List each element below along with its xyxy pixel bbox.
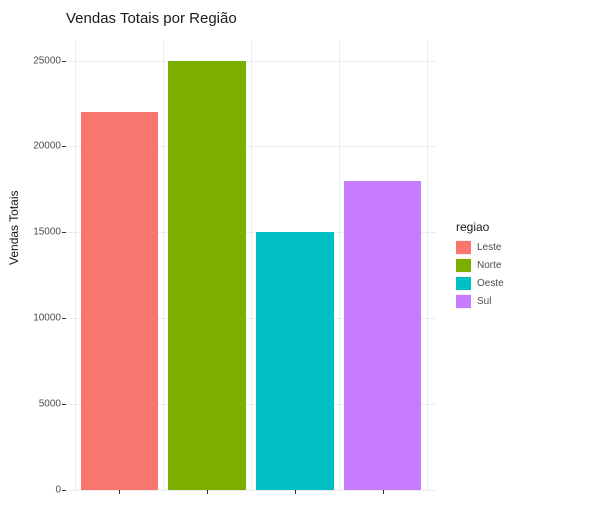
legend-item: Leste bbox=[456, 240, 504, 255]
legend-swatch bbox=[456, 241, 471, 254]
y-tick-mark bbox=[62, 490, 66, 491]
legend-key bbox=[456, 276, 471, 291]
y-tick-mark bbox=[62, 404, 66, 405]
gridline-h bbox=[66, 490, 436, 491]
gridline-v bbox=[163, 40, 164, 490]
y-tick-label: 20000 bbox=[11, 141, 61, 152]
chart-title: Vendas Totais por Região bbox=[66, 10, 237, 27]
x-tick-mark bbox=[295, 490, 296, 494]
x-tick-mark bbox=[383, 490, 384, 494]
legend-item: Sul bbox=[456, 294, 504, 309]
y-tick-label: 10000 bbox=[11, 313, 61, 324]
legend: regiao Leste Norte Oeste Sul bbox=[456, 220, 504, 312]
legend-item: Oeste bbox=[456, 276, 504, 291]
y-tick-label: 5000 bbox=[11, 399, 61, 410]
bar-norte bbox=[168, 61, 245, 490]
legend-label: Leste bbox=[477, 242, 501, 253]
legend-label: Sul bbox=[477, 296, 491, 307]
gridline-v bbox=[427, 40, 428, 490]
y-tick-label: 15000 bbox=[11, 227, 61, 238]
legend-swatch bbox=[456, 259, 471, 272]
legend-title: regiao bbox=[456, 220, 504, 234]
x-tick-mark bbox=[207, 490, 208, 494]
bar-chart: Vendas Totais por Região Vendas Totais r… bbox=[0, 0, 595, 529]
legend-item: Norte bbox=[456, 258, 504, 273]
legend-key bbox=[456, 240, 471, 255]
bar-sul bbox=[344, 181, 421, 490]
bar-oeste bbox=[256, 232, 333, 490]
legend-swatch bbox=[456, 295, 471, 308]
gridline-v bbox=[339, 40, 340, 490]
legend-label: Oeste bbox=[477, 278, 504, 289]
legend-key bbox=[456, 294, 471, 309]
x-tick-mark bbox=[119, 490, 120, 494]
y-tick-label: 25000 bbox=[11, 55, 61, 66]
y-tick-label: 0 bbox=[11, 485, 61, 496]
legend-swatch bbox=[456, 277, 471, 290]
bar-leste bbox=[81, 112, 158, 490]
gridline-v bbox=[75, 40, 76, 490]
y-tick-mark bbox=[62, 146, 66, 147]
y-tick-mark bbox=[62, 318, 66, 319]
legend-key bbox=[456, 258, 471, 273]
gridline-v bbox=[251, 40, 252, 490]
plot-area bbox=[66, 40, 436, 490]
y-tick-mark bbox=[62, 61, 66, 62]
y-tick-mark bbox=[62, 232, 66, 233]
legend-label: Norte bbox=[477, 260, 501, 271]
